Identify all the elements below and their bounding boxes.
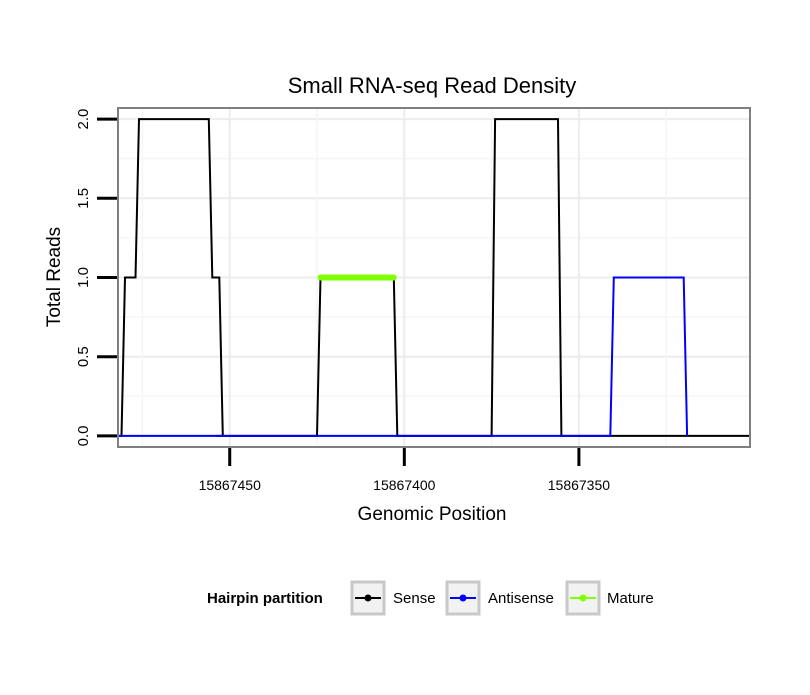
legend-dot-mature: [579, 594, 587, 602]
y-axis-label: Total Reads: [44, 227, 65, 327]
x-tick-label: 15867350: [548, 477, 611, 493]
y-tick-label: 2.0: [75, 109, 92, 130]
legend-label-sense: Sense: [393, 590, 436, 607]
x-tick-label: 15867400: [373, 477, 436, 493]
legend-dot-sense: [364, 594, 372, 602]
legend-label-antisense: Antisense: [488, 590, 554, 607]
series-layer: [118, 118, 750, 437]
y-tick-label: 1.0: [75, 267, 92, 288]
legend-title: Hairpin partition: [207, 590, 323, 607]
chart-title: Small RNA-seq Read Density: [288, 73, 577, 98]
y-tick-label: 0.0: [75, 425, 92, 446]
axis-layer: 0.0 0.5 1.0 1.5 2.0 15867450 15867400 15867350: [75, 109, 610, 493]
x-tick-label: 15867450: [199, 477, 262, 493]
legend: Hairpin partition Sense Antisense Mature: [207, 580, 654, 616]
grid-layer: [118, 108, 750, 447]
legend-dot-antisense: [459, 594, 467, 602]
series-antisense-line: [118, 276, 689, 437]
y-tick-label: 0.5: [75, 346, 92, 367]
y-tick-label: 1.5: [75, 188, 92, 209]
x-axis-label: Genomic Position: [358, 504, 507, 525]
legend-label-mature: Mature: [607, 590, 654, 607]
plot-frame: [117, 107, 751, 448]
